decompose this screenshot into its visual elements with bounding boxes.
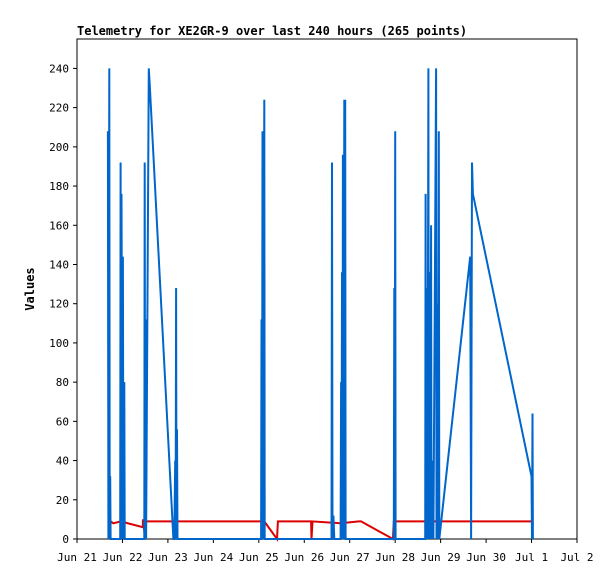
y-tick-label: 120 xyxy=(49,298,69,311)
series-line-2 xyxy=(106,68,534,540)
x-tick-label: Jun 21 xyxy=(57,551,97,564)
axes: 0 20 40 60 80 100 120 140 160 180 200 220 240 Jun 21 J… xyxy=(49,38,594,564)
series-line-1 xyxy=(109,519,532,542)
x-tick-label: Jun 30 xyxy=(466,551,506,564)
y-tick-label: 140 xyxy=(49,258,69,271)
y-tick-label: 200 xyxy=(49,141,69,154)
y-tick-label: 80 xyxy=(56,376,69,389)
y-tick-label: 20 xyxy=(56,494,69,507)
y-tick-label: 60 xyxy=(56,415,69,428)
x-tick-label: Jun 25 xyxy=(239,551,279,564)
series-layer xyxy=(106,68,534,542)
chart-title: Telemetry for XE2GR-9 over last 240 hour… xyxy=(77,24,467,38)
x-tick-label: Jun 22 xyxy=(103,551,143,564)
x-tick-label: Jun 29 xyxy=(421,551,461,564)
x-tick-label: Jul 1 xyxy=(515,551,548,564)
y-tick-label: 100 xyxy=(49,337,69,350)
y-tick-label: 40 xyxy=(56,455,69,468)
y-tick-label: 0 xyxy=(62,533,69,546)
x-tick-label: Jun 23 xyxy=(148,551,188,564)
y-axis-label: Values xyxy=(23,267,37,310)
y-tick-label: 240 xyxy=(49,62,69,75)
y-tick-label: 160 xyxy=(49,219,69,232)
y-tick-label: 220 xyxy=(49,102,69,115)
x-tick-label: Jun 27 xyxy=(330,551,370,564)
x-tick-label: Jun 26 xyxy=(284,551,324,564)
y-tick-label: 180 xyxy=(49,180,69,193)
x-tick-label: Jun 24 xyxy=(193,551,233,564)
x-tick-label: Jun 28 xyxy=(375,551,415,564)
x-tick-label: Jul 2 xyxy=(560,551,593,564)
